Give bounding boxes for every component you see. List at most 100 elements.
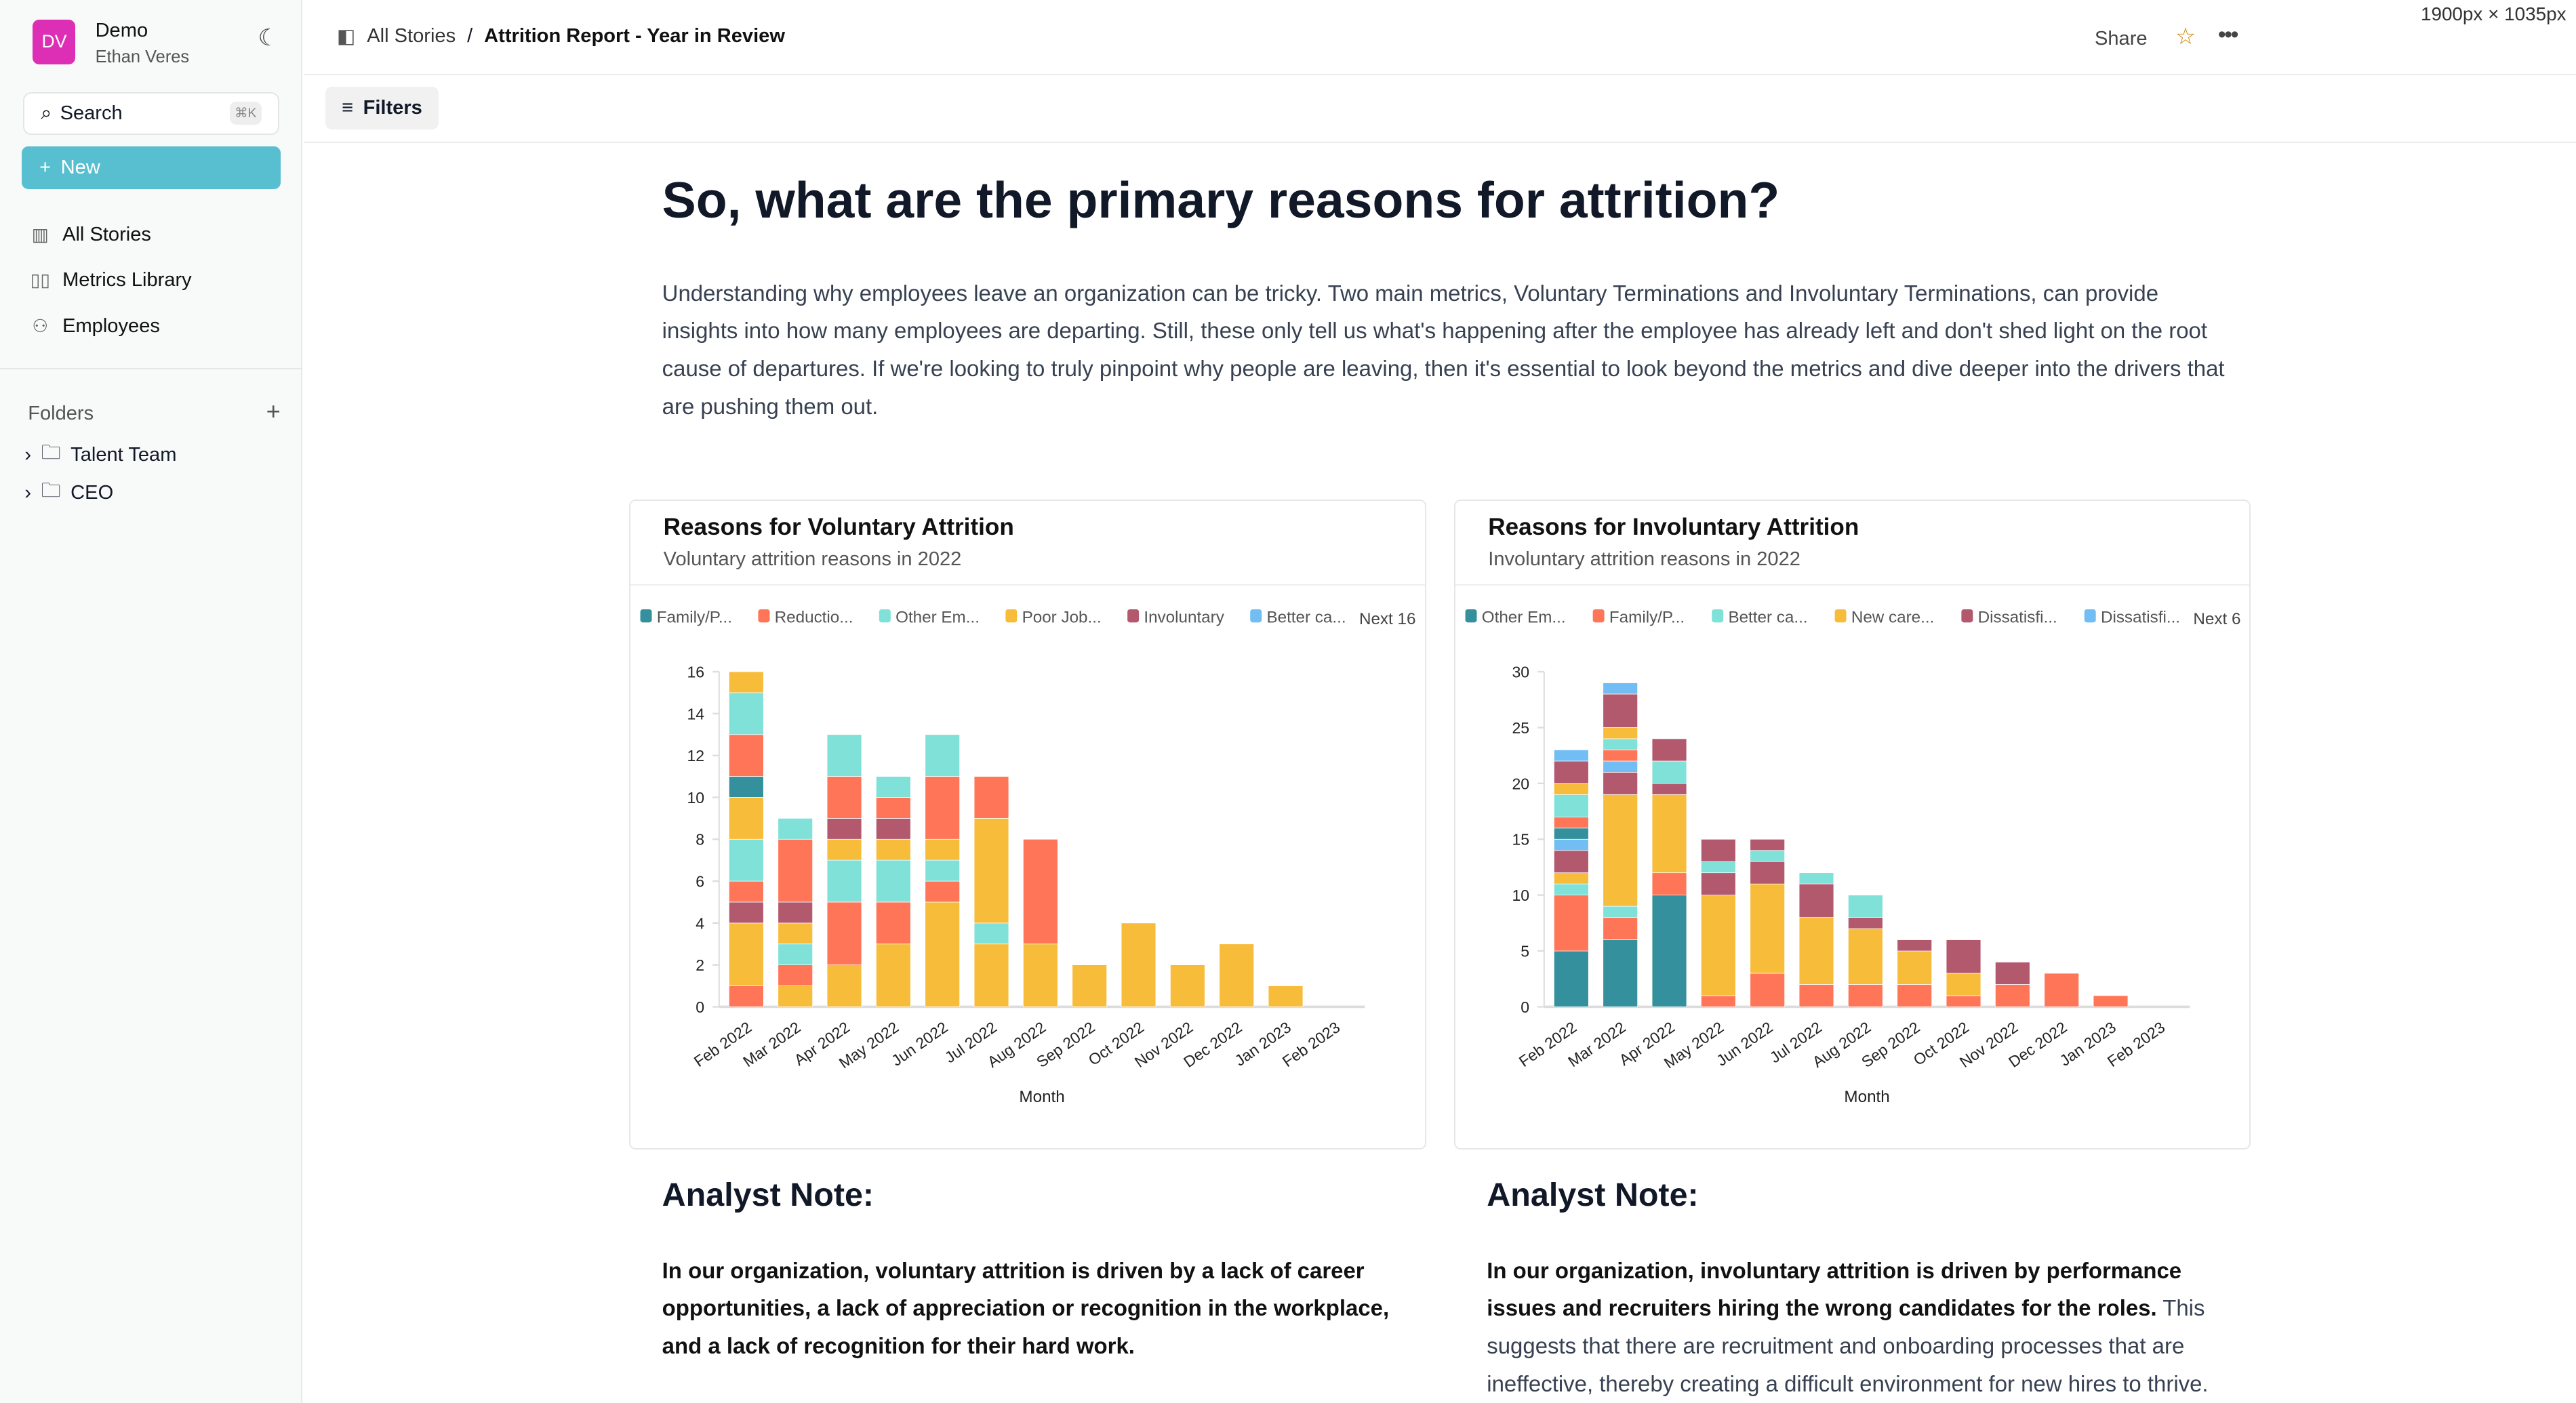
chevron-right-icon[interactable]: › [24,481,32,504]
sidebar-item-label: Metrics Library [62,269,192,291]
y-tick-label: 15 [1512,830,1529,848]
y-tick-label: 0 [696,998,704,1016]
bar-segment [778,922,813,944]
filter-bar: ≡ Filters [304,75,2576,143]
sidebar-item-employees[interactable]: ⚇ Employees [30,315,160,338]
shortcut-badge: ⌘K [229,101,262,125]
bar-segment [1553,783,1589,795]
workspace-name[interactable]: Demo [95,20,148,42]
bar-segment [729,734,764,777]
bar-segment [1553,895,1589,952]
bar-segment [1651,760,1687,784]
add-folder-button[interactable]: + [266,397,281,426]
folder-ceo[interactable]: › 🗀 CEO [24,476,113,510]
bar-segment [729,985,764,1007]
legend-swatch [1834,609,1847,623]
bar-segment [2044,973,2079,1007]
avatar[interactable]: DV [33,20,76,64]
bar-segment [1847,983,1883,1007]
bar-chart-icon: ▥ [31,224,49,245]
legend-swatch [1250,609,1262,623]
sidebar-item-metrics-library[interactable]: ▯▯ Metrics Library [30,269,192,291]
bar-segment [1553,794,1589,817]
bar-segment [1023,838,1058,944]
bar-segment [876,775,911,798]
bar-segment [1170,964,1205,1007]
bar-segment [1700,872,1736,895]
bar-segment [826,964,862,1007]
bar-segment [1946,939,1981,974]
more-icon[interactable]: ••• [2217,21,2239,47]
legend-next-button[interactable]: Next 16 [1359,609,1415,628]
bar-segment [826,838,862,861]
folder-icon: 🗀 [41,442,61,464]
bar-segment [876,943,911,1007]
search-label: Search [60,102,123,124]
intro-paragraph: Understanding why employees leave an org… [662,280,2225,419]
legend-next-button[interactable]: Next 6 [2193,609,2240,628]
chart-subtitle: Voluntary attrition reasons in 2022 [663,548,962,571]
legend-swatch [1712,609,1723,623]
chevron-right-icon[interactable]: › [24,444,32,466]
chart-title: Reasons for Voluntary Attrition [663,514,1014,541]
analyst-note-body: In our organization, voluntary attrition… [662,1252,1426,1365]
involuntary-attrition-chart: Reasons for Involuntary Attrition Involu… [1453,499,2251,1150]
bar-segment [1603,727,1638,739]
collapse-sidebar-icon[interactable]: ◧ [336,26,356,48]
bar-segment [1700,995,1736,1007]
bar-segment [729,880,764,903]
bar-segment [1700,838,1736,862]
bar-segment [1121,922,1156,1007]
bar-segment [1023,943,1058,1007]
y-tick-label: 14 [687,705,705,723]
star-icon[interactable]: ☆ [2175,23,2196,49]
bar-segment [925,775,961,840]
filter-icon: ≡ [342,97,354,119]
breadcrumb-all-stories[interactable]: All Stories [367,25,456,47]
y-tick-label: 8 [696,830,704,848]
moon-icon[interactable]: ☾ [258,25,279,52]
bar-segment [1603,794,1638,907]
y-tick-label: 30 [1512,663,1529,680]
bar-segment [1897,950,1932,985]
share-button[interactable]: Share [2094,28,2148,50]
sidebar: DV Demo Ethan Veres ☾ ⌕ Search ⌘K + New ▥ Al… [0,0,302,1403]
sidebar-item-all-stories[interactable]: ▥ All Stories [30,224,151,246]
note-emphasis: In our organization, voluntary attrition… [662,1257,1390,1359]
bar-segment [876,901,911,944]
bar-segment [1897,983,1932,1007]
folder-talent-team[interactable]: › 🗀 Talent Team [24,439,176,472]
bar-segment [778,985,813,1007]
legend-swatch [879,609,891,623]
chart-subtitle: Involuntary attrition reasons in 2022 [1488,548,1800,571]
folder-label: CEO [71,481,114,504]
bar-segment [1651,738,1687,761]
bar-segment [925,838,961,861]
bar-segment [729,671,764,693]
bar-segment [778,964,813,986]
divider [0,367,302,369]
legend-swatch [640,609,652,623]
bar-segment [1553,828,1589,840]
y-tick-label: 20 [1512,775,1529,792]
search-button[interactable]: ⌕ Search ⌘K [22,92,279,135]
folder-icon: 🗀 [41,479,61,502]
legend-swatch [1465,609,1477,623]
bar-segment [826,775,862,819]
chart-svg: Next 6 Other Em... Family/P... Better ca...… [1465,608,2240,1106]
bar-segment [729,838,764,882]
legend-swatch [1592,609,1605,623]
book-icon: ▯▯ [30,270,51,291]
bar-segment [1268,985,1304,1007]
bar-segment [826,901,862,965]
legend-item: Other Em... [895,608,980,626]
legend-item: New care... [1851,608,1934,626]
bar-segment [1994,983,2030,1007]
bar-segment [876,796,911,819]
y-tick-label: 6 [696,872,704,890]
divider [1455,584,2250,586]
new-button[interactable]: + New [21,146,281,189]
bar-segment [1798,983,1834,1007]
filters-button[interactable]: ≡ Filters [325,87,439,130]
bar-segment [1072,964,1108,1007]
